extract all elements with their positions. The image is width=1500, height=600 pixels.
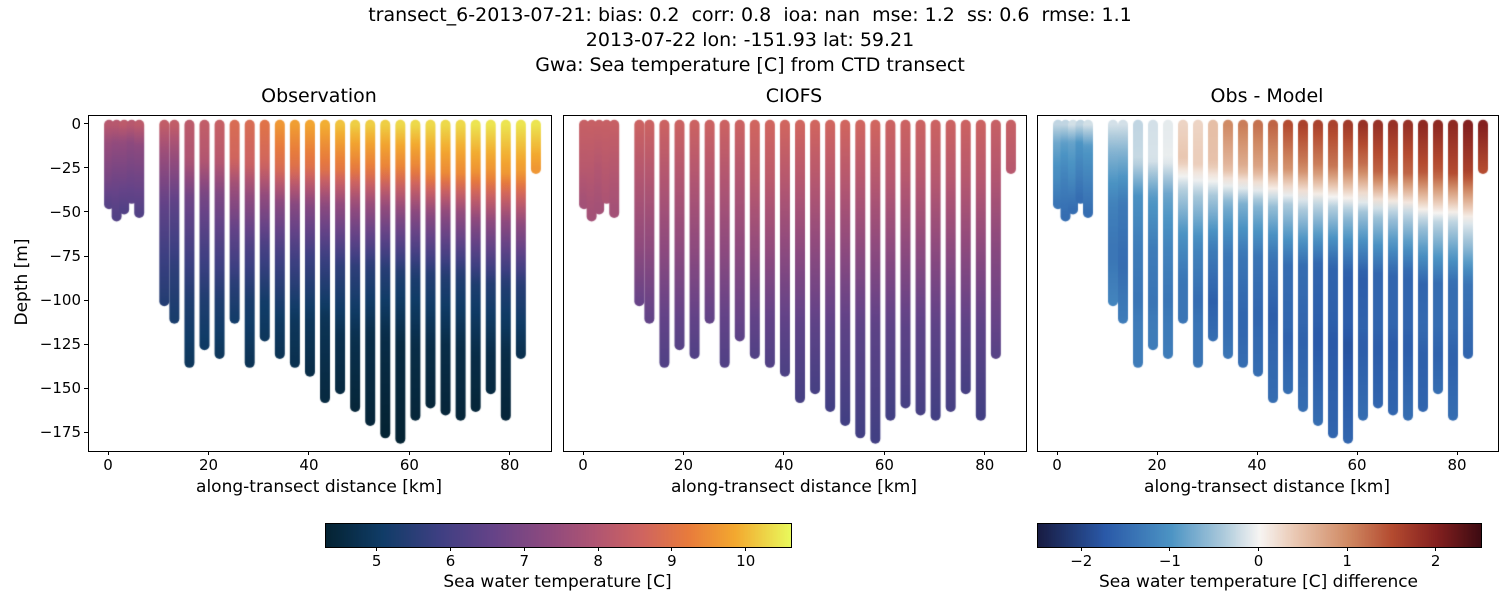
y-tick-label: −125 [39, 335, 81, 354]
y-tick-mark [84, 167, 88, 169]
obs-model-plot-canvas [1038, 116, 1498, 451]
obs-model-plot-area [1037, 115, 1499, 452]
x-tick-mark [783, 451, 785, 455]
x-tick-mark [308, 451, 310, 455]
y-tick-mark [84, 431, 88, 433]
x-axis-label-ciofs: along-transect distance [km] [671, 477, 917, 497]
colorbar-tick-mark [597, 547, 599, 551]
temperature-colorbar [325, 523, 792, 548]
x-tick-label: 80 [1447, 456, 1467, 474]
colorbar-tick-label: 6 [445, 552, 456, 570]
colorbar-tick-mark [1080, 547, 1082, 551]
colorbar-tick-mark [1258, 547, 1259, 551]
x-tick-mark [1156, 451, 1158, 455]
observation-plot-area [88, 115, 552, 452]
y-tick-label: −100 [39, 291, 81, 310]
x-tick-mark [582, 451, 584, 455]
colorbar-tick-mark [449, 547, 451, 551]
x-tick-label: 40 [774, 456, 794, 474]
temperature-colorbar-canvas [326, 524, 791, 547]
x-tick-label: 40 [1247, 456, 1267, 474]
observation-plot-canvas [89, 116, 551, 451]
x-tick-mark [208, 451, 210, 455]
x-tick-label: 80 [500, 456, 520, 474]
panel-title-ciofs: CIOFS [765, 85, 823, 107]
x-tick-label: 0 [103, 456, 113, 474]
y-tick-label: −150 [39, 379, 81, 398]
panel-title-obs-model: Obs - Model [1210, 85, 1324, 107]
colorbar-tick-mark [745, 547, 747, 551]
colorbar-tick-label: −1 [1158, 552, 1181, 570]
y-tick-label: −50 [49, 202, 81, 221]
x-tick-mark [408, 451, 410, 455]
colorbar-tick-label: 2 [1430, 552, 1441, 570]
y-tick-mark [84, 123, 88, 125]
temperature-colorbar-label: Sea water temperature [C] [443, 572, 672, 592]
colorbar-tick-label: 0 [1253, 552, 1264, 570]
y-tick-label: −175 [39, 423, 81, 442]
y-tick-mark [84, 211, 88, 213]
x-tick-label: 20 [1147, 456, 1167, 474]
colorbar-tick-mark [1346, 547, 1348, 551]
y-tick-mark [84, 387, 88, 389]
y-tick-mark [84, 343, 88, 345]
x-tick-label: 20 [673, 456, 694, 474]
x-tick-label: 80 [975, 456, 995, 474]
x-tick-label: 0 [578, 456, 588, 474]
x-tick-mark [883, 451, 885, 455]
y-tick-mark [84, 299, 88, 301]
difference-colorbar [1037, 523, 1482, 548]
x-axis-label-observation: along-transect distance [km] [196, 477, 442, 497]
colorbar-tick-mark [1169, 547, 1171, 551]
colorbar-tick-label: 9 [667, 552, 677, 570]
colorbar-tick-label: 5 [371, 552, 382, 570]
colorbar-tick-mark [523, 547, 525, 551]
x-tick-mark [984, 451, 986, 455]
colorbar-tick-label: 7 [519, 552, 530, 570]
x-tick-mark [107, 451, 109, 455]
ciofs-plot-canvas [564, 116, 1026, 451]
x-tick-mark [1356, 451, 1358, 455]
x-tick-mark [1256, 451, 1258, 455]
x-tick-mark [1056, 451, 1058, 455]
x-tick-mark [509, 451, 511, 455]
colorbar-tick-label: 1 [1342, 552, 1352, 570]
y-tick-label: −75 [49, 247, 81, 266]
x-axis-label-obs-model: along-transect distance [km] [1144, 477, 1390, 497]
x-tick-label: 0 [1052, 456, 1062, 474]
difference-colorbar-label: Sea water temperature [C] difference [1098, 572, 1419, 592]
panel-title-observation: Observation [261, 85, 377, 107]
colorbar-tick-label: 8 [593, 552, 603, 570]
figure-title-variable: Gwa: Sea temperature [C] from CTD transe… [535, 54, 965, 76]
colorbar-tick-mark [376, 547, 378, 551]
x-tick-mark [683, 451, 685, 455]
colorbar-tick-mark [671, 547, 673, 551]
ciofs-plot-area [563, 115, 1027, 452]
colorbar-tick-label: −2 [1070, 552, 1093, 570]
x-tick-label: 40 [299, 456, 319, 474]
y-tick-label: 0 [71, 114, 81, 133]
y-tick-mark [84, 255, 88, 257]
colorbar-tick-mark [1435, 547, 1437, 551]
difference-colorbar-canvas [1038, 524, 1481, 547]
figure-title-datetime-location: 2013-07-22 lon: -151.93 lat: 59.21 [585, 29, 915, 51]
x-tick-label: 60 [874, 456, 894, 474]
x-tick-label: 60 [399, 456, 419, 474]
x-tick-label: 20 [198, 456, 219, 474]
x-tick-mark [1456, 451, 1458, 455]
y-tick-label: −25 [49, 158, 81, 177]
x-tick-label: 60 [1347, 456, 1367, 474]
figure-title-stats: transect_6-2013-07-21: bias: 0.2 corr: 0… [368, 4, 1132, 26]
colorbar-tick-label: 10 [736, 552, 756, 570]
